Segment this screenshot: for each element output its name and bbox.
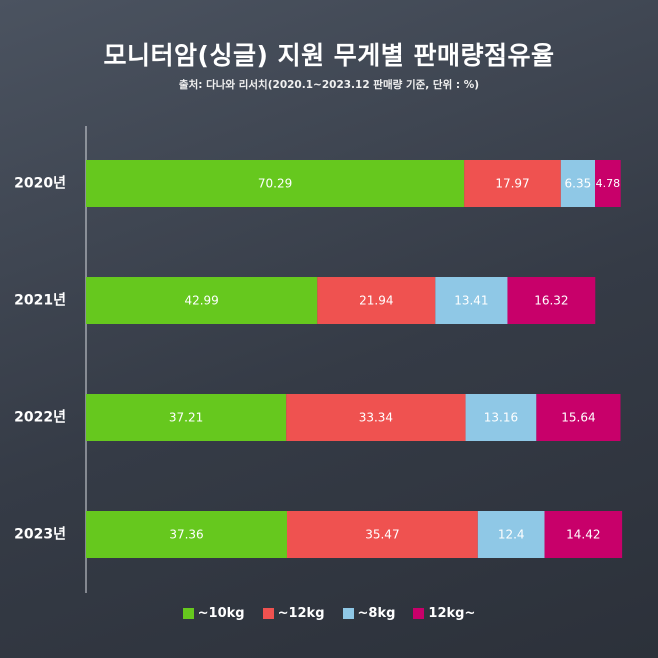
data-label-1-3: 16.32	[534, 294, 568, 308]
legend: ~10kg ~12kg ~8kg 12kg~	[0, 606, 658, 621]
category-label-1: 2021년	[14, 293, 66, 309]
data-label-2-0: 37.21	[169, 411, 203, 425]
bar-segment-1-3	[507, 277, 596, 324]
bar-segment-3-2	[477, 511, 545, 558]
legend-label-0: ~10kg	[197, 606, 245, 621]
legend-swatch-3	[413, 608, 425, 619]
legend-item-0: ~10kg	[182, 606, 245, 621]
data-label-3-2: 12.4	[498, 528, 525, 542]
data-label-2-2: 13.16	[484, 411, 518, 425]
legend-swatch-0	[182, 608, 194, 619]
legend-item-1: ~12kg	[262, 606, 325, 621]
bar-segment-0-0	[86, 160, 465, 207]
data-label-1-1: 21.94	[359, 294, 393, 308]
category-label-0: 2020년	[14, 176, 66, 192]
bar-segment-0-1	[464, 160, 561, 207]
chart-title: 모니터암(싱글) 지원 무게별 판매량점유율	[103, 41, 555, 70]
data-label-1-2: 13.41	[454, 294, 488, 308]
data-label-2-3: 15.64	[561, 411, 595, 425]
legend-item-2: ~8kg	[342, 606, 396, 621]
category-label-3: 2023년	[14, 527, 66, 543]
bar-segment-0-3	[595, 160, 621, 207]
chart-subtitle: 출처: 다나와 리서치(2020.1~2023.12 판매량 기준, 단위 : …	[178, 79, 480, 91]
bar-segment-3-3	[544, 511, 623, 558]
bar-segment-0-2	[560, 160, 596, 207]
data-label-2-1: 33.34	[359, 411, 393, 425]
bar-segment-2-3	[536, 394, 621, 441]
bar-segment-3-1	[286, 511, 478, 558]
legend-label-3: 12kg~	[428, 606, 476, 621]
legend-swatch-2	[342, 608, 354, 619]
data-label-0-1: 17.97	[495, 177, 529, 191]
legend-label-1: ~12kg	[277, 606, 325, 621]
data-label-0-0: 70.29	[258, 177, 292, 191]
data-label-1-0: 42.99	[184, 294, 218, 308]
data-label-3-0: 37.36	[169, 528, 203, 542]
legend-item-3: 12kg~	[413, 606, 475, 621]
category-label-2: 2022년	[14, 410, 66, 426]
legend-label-2: ~8kg	[357, 606, 396, 621]
data-label-3-3: 14.42	[566, 528, 600, 542]
data-label-0-2: 6.35	[565, 177, 592, 191]
data-label-3-1: 35.47	[365, 528, 399, 542]
bar-segment-2-1	[286, 394, 466, 441]
bar-segment-2-0	[86, 394, 287, 441]
bar-segment-1-2	[435, 277, 508, 324]
bar-segment-1-0	[86, 277, 318, 324]
bar-segment-2-2	[465, 394, 537, 441]
bar-segment-1-1	[317, 277, 436, 324]
legend-swatch-1	[262, 608, 274, 619]
bar-segment-3-0	[86, 511, 287, 558]
data-label-0-3: 4.78	[596, 177, 621, 190]
